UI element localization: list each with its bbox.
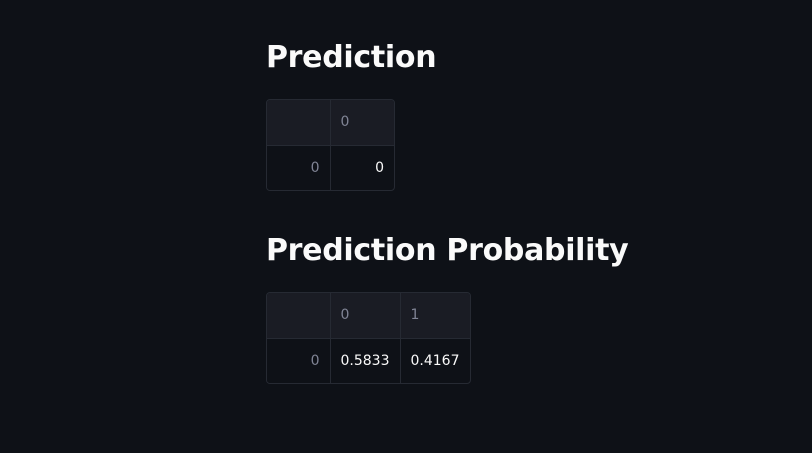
row-index: 0 xyxy=(267,338,331,383)
index-header-corner xyxy=(267,100,331,146)
table-row: 0 0.5833 0.4167 xyxy=(267,338,470,383)
index-header-corner xyxy=(267,293,331,339)
prediction-probability-heading: Prediction Probability xyxy=(266,233,629,268)
prediction-table: 0 0 0 xyxy=(267,100,394,190)
row-index: 0 xyxy=(267,145,331,190)
prediction-heading: Prediction xyxy=(266,40,437,75)
probability-dataframe[interactable]: 0 1 0 0.5833 0.4167 xyxy=(266,292,471,384)
column-header[interactable]: 0 xyxy=(330,293,401,339)
column-header[interactable]: 0 xyxy=(330,100,394,146)
column-header[interactable]: 1 xyxy=(400,293,470,339)
table-row: 0 0 xyxy=(267,145,394,190)
prediction-dataframe[interactable]: 0 0 0 xyxy=(266,99,395,191)
probability-table: 0 1 0 0.5833 0.4167 xyxy=(267,293,470,383)
header-row: 0 1 xyxy=(267,293,470,339)
table-cell[interactable]: 0 xyxy=(375,159,384,176)
header-row: 0 xyxy=(267,100,394,146)
table-cell[interactable]: 0.5833 xyxy=(330,338,401,383)
table-cell[interactable]: 0.4167 xyxy=(410,352,460,369)
